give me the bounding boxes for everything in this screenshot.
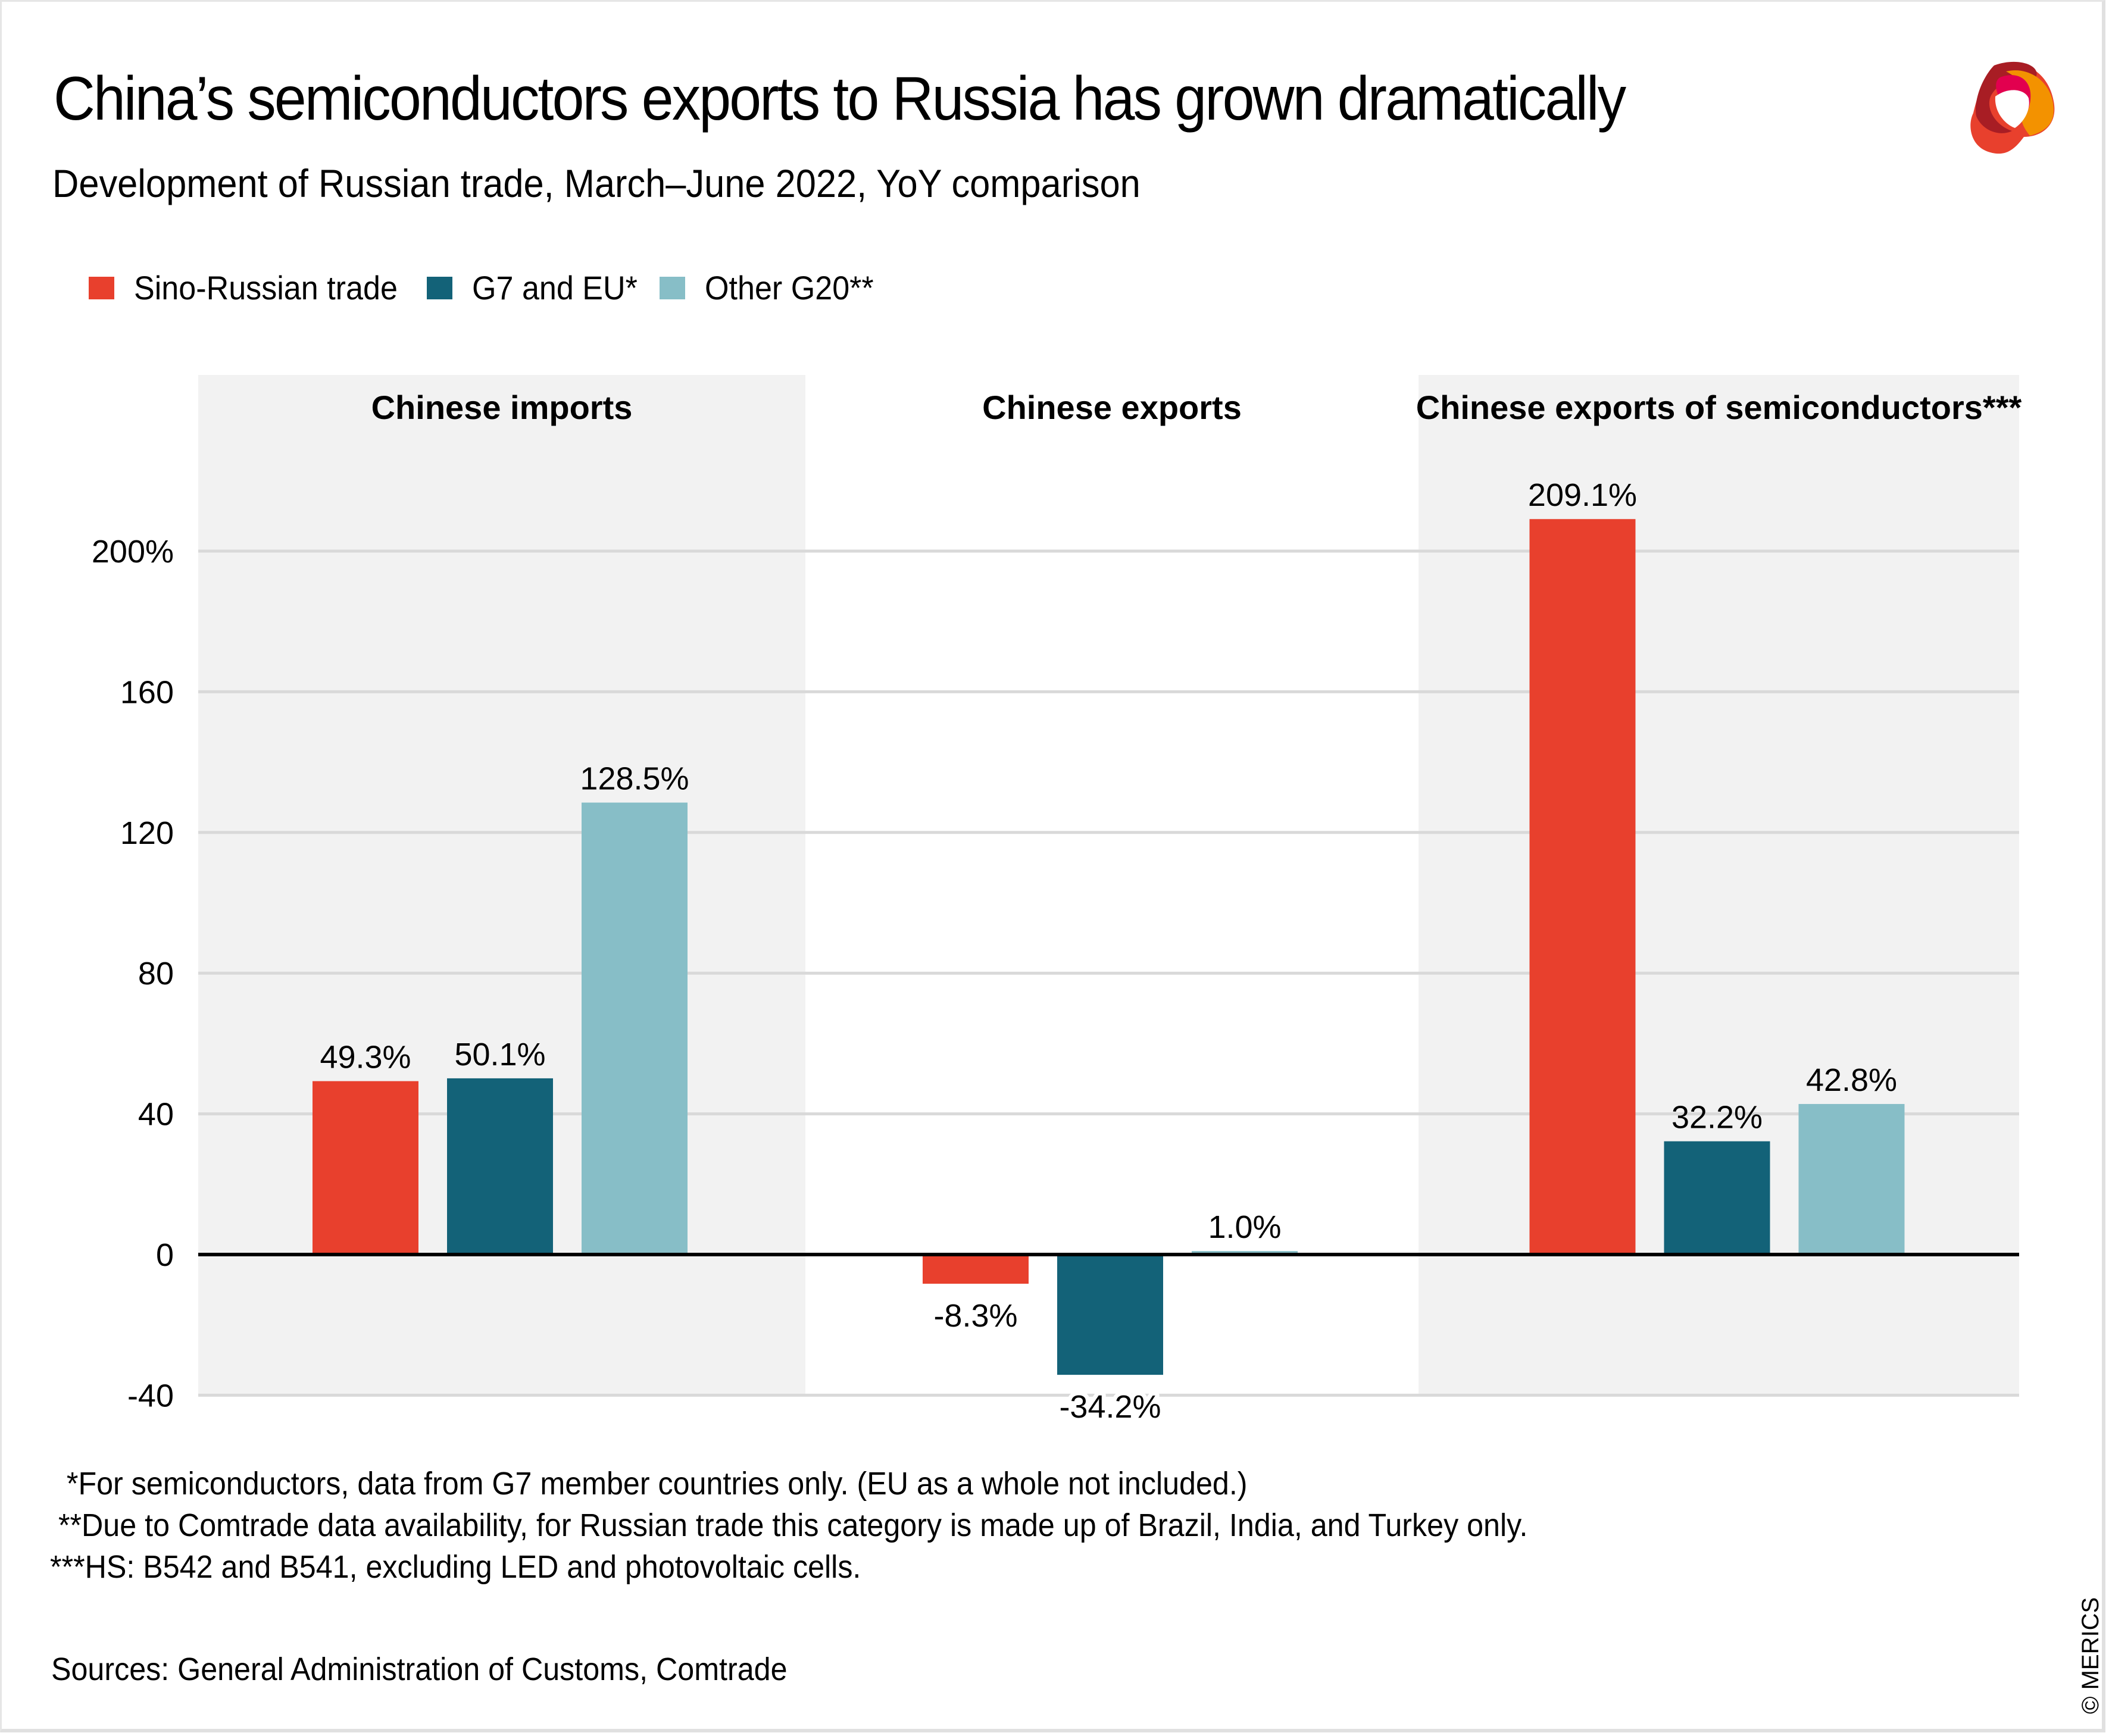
bar-other-g20 xyxy=(1798,1104,1905,1255)
y-tick-label: 80 xyxy=(138,956,174,991)
bar-sino-russian-trade xyxy=(1529,519,1636,1255)
footnotes: *For semiconductors, data from G7 member… xyxy=(50,1463,1639,1588)
legend-swatch-other-g20 xyxy=(660,277,686,299)
bar-label: -8.3% xyxy=(933,1298,1017,1334)
bar-sino-russian-trade xyxy=(923,1255,1029,1284)
y-tick-label: 160 xyxy=(120,674,174,710)
copyright: © MERICS xyxy=(2077,1597,2104,1714)
y-tick-label: 120 xyxy=(120,815,174,851)
logo-hole xyxy=(1995,90,2029,128)
bar-label: 50.1% xyxy=(454,1037,545,1072)
y-tick-label: -40 xyxy=(127,1378,174,1413)
bar-g7-and-eu xyxy=(1664,1141,1770,1255)
bar-sino-russian-trade xyxy=(313,1081,418,1255)
footnote-1: *For semiconductors, data from G7 member… xyxy=(50,1466,1248,1502)
logo-dark-red xyxy=(1976,61,2037,133)
legend-item-other-g20: Other G20** xyxy=(660,269,886,307)
bar-label: 42.8% xyxy=(1806,1062,1897,1098)
legend-label: G7 and EU* xyxy=(472,269,638,306)
y-tick-label: 40 xyxy=(138,1097,174,1133)
legend-swatch-g7-eu xyxy=(427,277,453,299)
bar-label-halo: -34.2% xyxy=(1059,1389,1161,1425)
panel-background-2 xyxy=(805,375,1419,1396)
bar-label-halo: -8.3% xyxy=(933,1298,1017,1334)
bar-g7-and-eu xyxy=(447,1078,553,1255)
footnote-3: ***HS: B542 and B541, excluding LED and … xyxy=(50,1549,861,1585)
panel-title: Chinese exports xyxy=(982,389,1242,426)
bar-g7-and-eu xyxy=(1057,1255,1163,1375)
chart-title: China’s semiconductors exports to Russia… xyxy=(54,64,1626,133)
y-tick-label: 0 xyxy=(156,1237,174,1273)
bar-label: 128.5% xyxy=(580,761,689,797)
merics-logo-icon xyxy=(1970,61,2055,154)
bar-label: -34.2% xyxy=(1059,1389,1161,1425)
bar-label: 49.3% xyxy=(320,1040,411,1075)
legend-swatch-sino-russian xyxy=(89,277,114,299)
bar-other-g20 xyxy=(582,802,688,1255)
legend: Sino-Russian trade G7 and EU* Other G20*… xyxy=(89,269,908,307)
bar-label: 32.2% xyxy=(1671,1100,1763,1136)
legend-item-g7-eu: G7 and EU* xyxy=(427,269,650,307)
panel-title: Chinese imports xyxy=(371,389,633,426)
sources: Sources: General Administration of Custo… xyxy=(51,1651,788,1687)
legend-label: Other G20** xyxy=(705,269,874,306)
legend-label: Sino-Russian trade xyxy=(134,269,398,306)
legend-item-sino-russian: Sino-Russian trade xyxy=(89,269,417,307)
bar-label: 209.1% xyxy=(1528,477,1637,513)
footnote-2: **Due to Comtrade data availability, for… xyxy=(50,1507,1528,1543)
panel-title: Chinese exports of semiconductors*** xyxy=(1416,389,2022,426)
chart-subtitle: Development of Russian trade, March–June… xyxy=(52,161,1141,205)
y-tick-label: 200% xyxy=(92,534,174,570)
bar-label: 1.0% xyxy=(1208,1209,1281,1245)
